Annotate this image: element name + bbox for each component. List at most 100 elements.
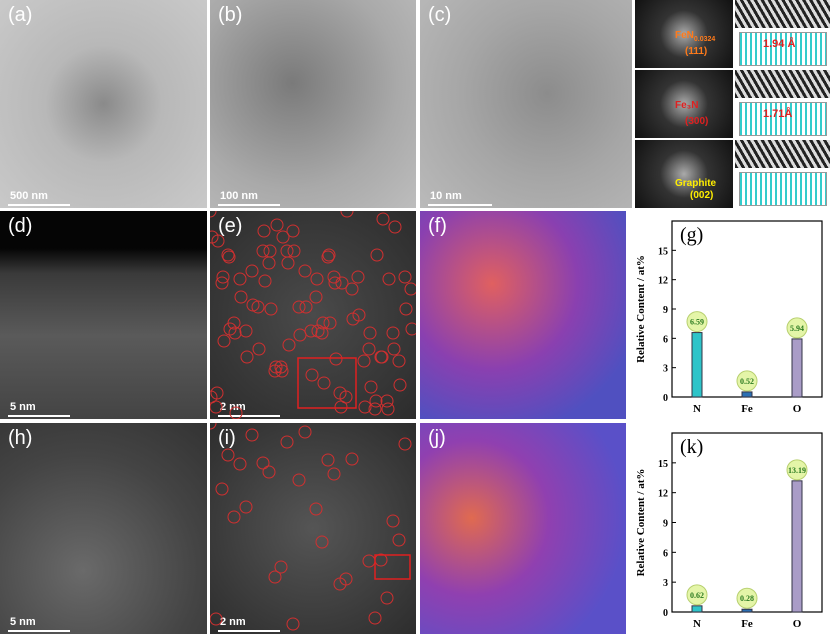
- scale-bar-label: 10 nm: [430, 190, 462, 202]
- atom-marker: [298, 264, 312, 278]
- atom-marker: [363, 326, 377, 340]
- atom-marker: [327, 467, 341, 481]
- atom-marker: [228, 326, 242, 340]
- atom-marker: [221, 248, 235, 262]
- atom-marker: [339, 572, 353, 586]
- atom-marker: [216, 270, 230, 284]
- y-tick-label: 0: [663, 608, 668, 619]
- atom-marker: [380, 394, 394, 408]
- value-label: 0.28: [740, 594, 754, 603]
- atom-marker: [280, 244, 294, 258]
- phase-label: Graphite: [675, 178, 716, 189]
- atom-marker: [217, 334, 231, 348]
- profile: [739, 172, 827, 206]
- scale-bar-label: 2 nm: [220, 616, 246, 628]
- y-tick-label: 12: [658, 489, 668, 500]
- atom-marker: [258, 274, 272, 288]
- atom-marker: [370, 248, 384, 262]
- atom-marker: [405, 322, 416, 336]
- atom-marker: [309, 502, 323, 516]
- atom-marker: [245, 264, 259, 278]
- atom-marker: [328, 276, 342, 290]
- atom-marker: [340, 211, 354, 218]
- atom-marker: [386, 326, 400, 340]
- atom-marker: [268, 570, 282, 584]
- atom-marker: [321, 250, 335, 264]
- atom-marker: [374, 553, 388, 567]
- chart: 0 3 6 9 12 15 Relative Content / at% (g) 6.59 N 0.…: [635, 220, 823, 415]
- atom-marker: [293, 328, 307, 342]
- panel-label: (c): [428, 4, 452, 26]
- atom-marker: [210, 211, 217, 218]
- atom-marker: [310, 272, 324, 286]
- micrograph: (j): [420, 423, 626, 634]
- atom-marker: [311, 324, 325, 338]
- zoom-box: [374, 554, 411, 580]
- y-tick-label: 6: [663, 548, 668, 559]
- x-tick-label: O: [793, 403, 802, 415]
- atom-marker: [263, 244, 277, 258]
- micrograph: (f): [420, 211, 626, 419]
- fringes: [735, 70, 830, 98]
- atom-marker: [315, 535, 329, 549]
- y-tick-label: 3: [663, 364, 668, 375]
- scale-bar: [8, 204, 71, 206]
- scale-bar: [8, 415, 71, 417]
- micrograph: (a) 500 nm: [0, 0, 207, 208]
- atom-marker: [298, 425, 312, 439]
- fft-inset: FeN0.0324 (111): [635, 0, 733, 68]
- atom-marker: [210, 386, 224, 400]
- atom-marker: [399, 302, 413, 316]
- atom-marker: [321, 453, 335, 467]
- bar: [741, 391, 753, 398]
- scale-bar-label: 500 nm: [10, 190, 48, 202]
- scale-bar-label: 5 nm: [10, 401, 36, 413]
- atom-marker: [309, 290, 323, 304]
- x-tick-label: Fe: [741, 618, 753, 630]
- bar: [791, 480, 803, 613]
- phase: FeN: [675, 30, 694, 41]
- zoom-box: [297, 357, 357, 409]
- atom-marker: [292, 300, 306, 314]
- atom-marker: [368, 611, 382, 625]
- panel-label: (a): [8, 4, 33, 26]
- x-tick-label: N: [693, 618, 701, 630]
- value-badge: [786, 459, 808, 481]
- scale-bar: [8, 630, 71, 632]
- atom-marker: [393, 378, 407, 392]
- bar: [691, 332, 703, 398]
- atom-marker: [262, 256, 276, 270]
- y-tick-label: 15: [658, 246, 668, 257]
- atom-marker: [229, 406, 243, 419]
- atom-marker: [305, 368, 319, 382]
- fft-inset: Fe₃N (300): [635, 70, 733, 138]
- atom-marker: [375, 350, 389, 364]
- fft-inset: Graphite (002): [635, 140, 733, 208]
- atom-marker: [358, 400, 372, 414]
- plane-label: (111): [685, 46, 708, 57]
- lattice-inset: 1.94 Å: [735, 0, 830, 68]
- atom-marker: [368, 402, 382, 416]
- atom-marker: [323, 316, 337, 330]
- markers: [210, 423, 412, 631]
- atom-marker: [292, 473, 306, 487]
- value-badge: [786, 317, 808, 339]
- scale-bar-label: 100 nm: [220, 190, 258, 202]
- plane-label: (300): [685, 116, 709, 127]
- atom-marker: [398, 437, 412, 451]
- y-tick-label: 9: [663, 305, 668, 316]
- atom-marker: [286, 617, 300, 631]
- y-tick-label: 6: [663, 334, 668, 345]
- x-tick-label: N: [693, 403, 701, 415]
- scale-bar: [428, 204, 492, 206]
- d-spacing: 1.71Å: [763, 108, 793, 120]
- atom-marker: [221, 448, 235, 462]
- value-badge: [686, 311, 708, 333]
- panel-label: (d): [8, 215, 33, 237]
- atom-marker: [239, 324, 253, 338]
- phase: Fe₃N: [675, 100, 699, 111]
- scale-bar-label: 2 nm: [220, 401, 246, 413]
- value-label: 5.94: [790, 324, 804, 333]
- atom-marker: [275, 364, 289, 378]
